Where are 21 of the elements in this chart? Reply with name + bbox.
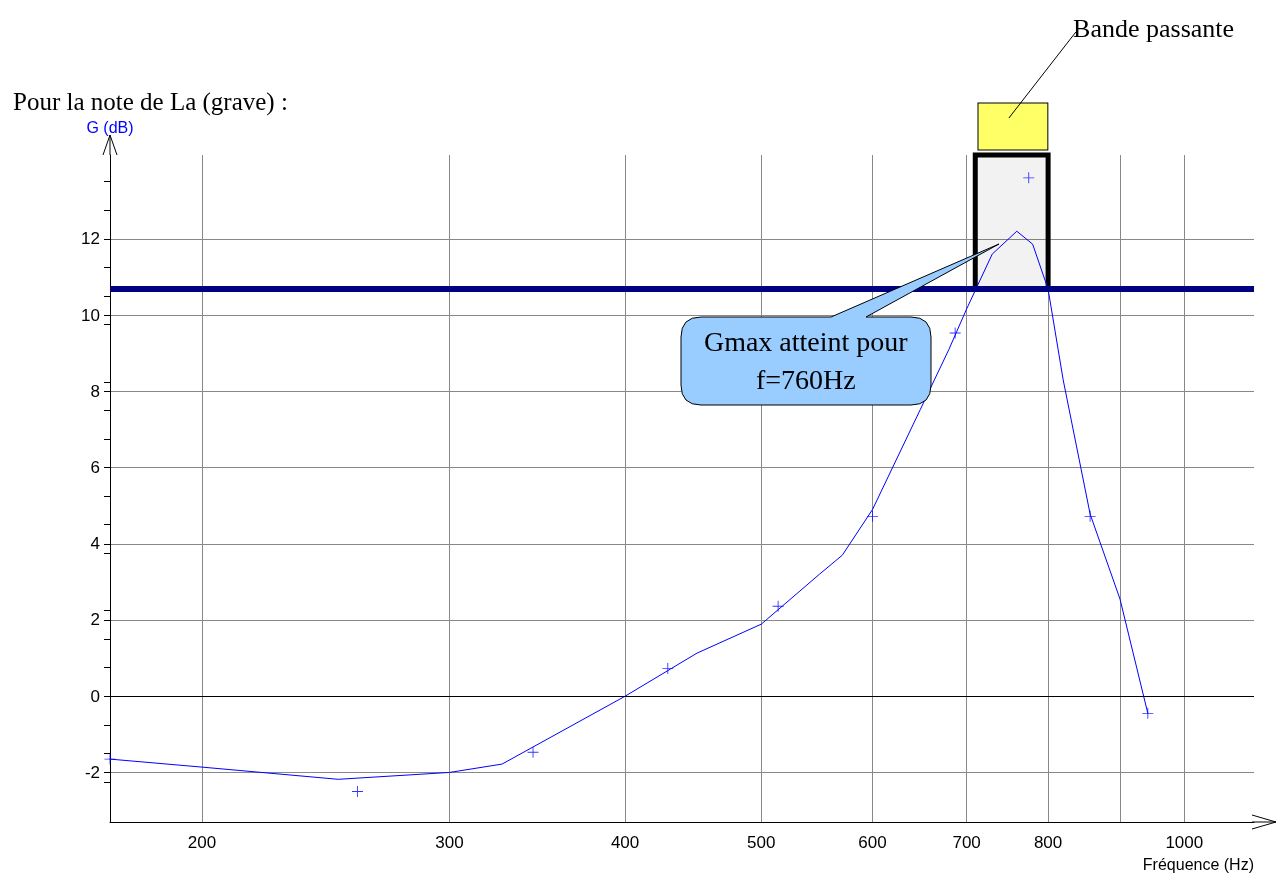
y-tick-label: 8 — [90, 381, 100, 401]
x-tick-label: 400 — [610, 833, 640, 852]
x-tick-label: 1000 — [1165, 833, 1204, 852]
y-tick-label: 6 — [90, 458, 100, 478]
x-tick-label: 700 — [952, 833, 981, 852]
annotation: Gmax atteint pour f=760Hz — [702, 325, 909, 398]
x-tick-label: 300 — [435, 833, 464, 852]
x-tick-label: 500 — [747, 833, 776, 852]
x-tick-label: 600 — [858, 833, 887, 852]
y-tick-label: 12 — [81, 229, 100, 249]
y-tick-label: 4 — [90, 534, 100, 554]
y-axis-title: G (dB) — [86, 118, 134, 136]
band-label: Bande passante — [1073, 14, 1235, 44]
y-tick-label: 10 — [81, 305, 100, 325]
x-tick-label: 200 — [187, 833, 217, 852]
y-tick-label: 0 — [90, 686, 100, 706]
x-tick-label: 800 — [1033, 833, 1063, 852]
x-axis-title: Fréquence (Hz) — [1142, 855, 1254, 873]
y-tick-label: -2 — [84, 762, 100, 782]
chart-title: Pour la note de La (grave) : — [13, 88, 288, 116]
y-tick-label: 2 — [90, 610, 100, 630]
